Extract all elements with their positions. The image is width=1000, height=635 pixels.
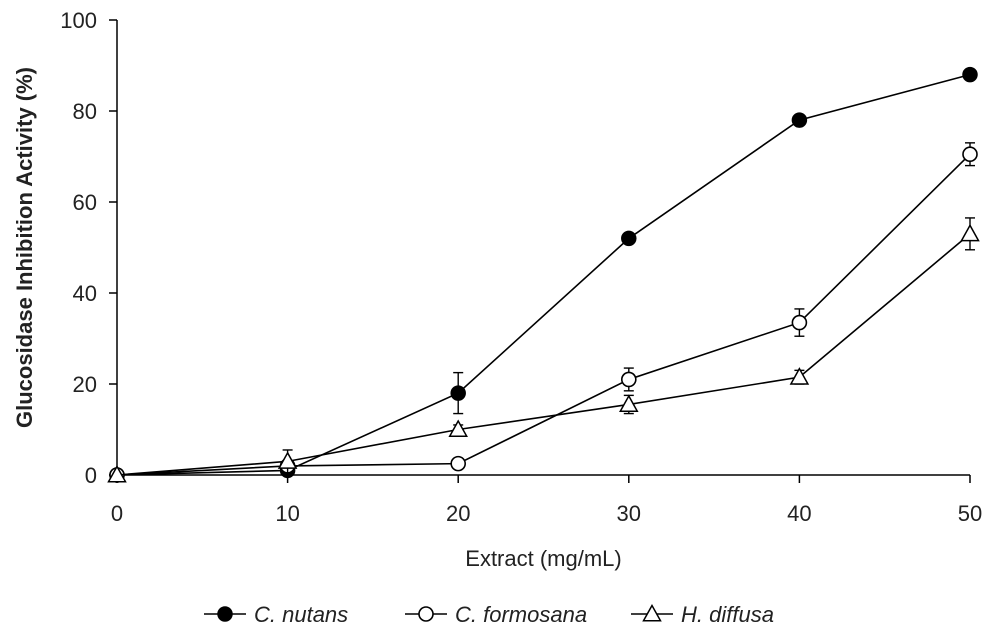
series-c-formosana (109, 142, 978, 483)
data-point (619, 394, 639, 413)
y-tick-label: 80 (73, 99, 97, 124)
data-point (621, 230, 637, 247)
x-tick-label: 0 (111, 501, 123, 526)
data-point (277, 451, 298, 469)
legend-item: C. formosana (405, 602, 587, 627)
data-point (107, 464, 127, 483)
x-ticks: 0 10 20 30 40 50 (111, 475, 982, 526)
legend-label: C. nutans (254, 602, 348, 627)
x-tick-label: 10 (275, 501, 299, 526)
data-point (791, 112, 808, 128)
series-line (116, 73, 971, 476)
data-point (620, 371, 637, 388)
y-tick-label: 40 (73, 281, 97, 306)
series-h-diffusa (107, 217, 980, 483)
legend-item: H. diffusa (631, 602, 774, 627)
data-point (448, 419, 468, 438)
series-line (116, 233, 971, 476)
series-line (116, 153, 971, 476)
legend-marker (418, 606, 434, 622)
data-point (962, 66, 978, 83)
data-point (450, 455, 467, 472)
x-axis-title: Extract (mg/mL) (465, 546, 621, 571)
legend-marker (642, 603, 662, 622)
x-tick-label: 20 (446, 501, 470, 526)
legend-marker (217, 606, 233, 622)
data-point (960, 223, 980, 242)
legend-item: C. nutans (204, 602, 348, 627)
data-point (789, 367, 810, 385)
series-layer (107, 66, 980, 483)
y-tick-label: 60 (73, 190, 97, 215)
x-tick-label: 30 (617, 501, 641, 526)
legend-label: H. diffusa (681, 602, 774, 627)
legend-label: C. formosana (455, 602, 587, 627)
data-point (962, 146, 978, 163)
y-tick-label: 0 (85, 463, 97, 488)
y-tick-label: 100 (60, 8, 97, 33)
data-point (450, 385, 466, 401)
x-tick-label: 50 (958, 501, 982, 526)
data-point (791, 314, 808, 331)
y-tick-label: 20 (73, 372, 97, 397)
legend: C. nutans C. formosana H. diffusa (204, 602, 774, 627)
y-axis-title: Glucosidase Inhibition Activity (%) (12, 67, 37, 428)
axes (116, 20, 970, 476)
y-ticks: 0 20 40 60 80 100 (60, 8, 117, 488)
x-tick-label: 40 (787, 501, 811, 526)
